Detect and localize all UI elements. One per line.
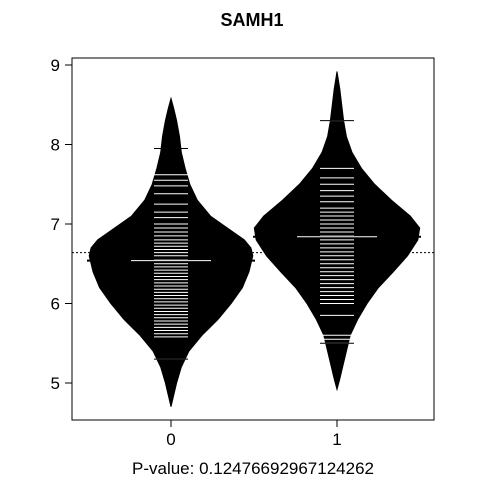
chart-title: SAMH1	[220, 10, 283, 30]
bean-1	[253, 71, 421, 392]
y-tick-label: 6	[51, 295, 60, 314]
beans-layer	[72, 71, 434, 407]
bean-0	[87, 96, 255, 407]
bean-density-shape	[253, 71, 421, 392]
y-tick-label: 5	[51, 374, 60, 393]
y-tick-label: 9	[51, 56, 60, 75]
x-axis-label: P-value: 0.12476692967124262	[132, 459, 374, 478]
y-tick-label: 7	[51, 215, 60, 234]
plot-frame	[71, 57, 435, 421]
y-tick-label: 8	[51, 136, 60, 155]
x-tick-label: 0	[166, 430, 175, 449]
x-tick-label: 1	[332, 430, 341, 449]
y-axis: 5 6 7 8 9	[51, 56, 72, 393]
